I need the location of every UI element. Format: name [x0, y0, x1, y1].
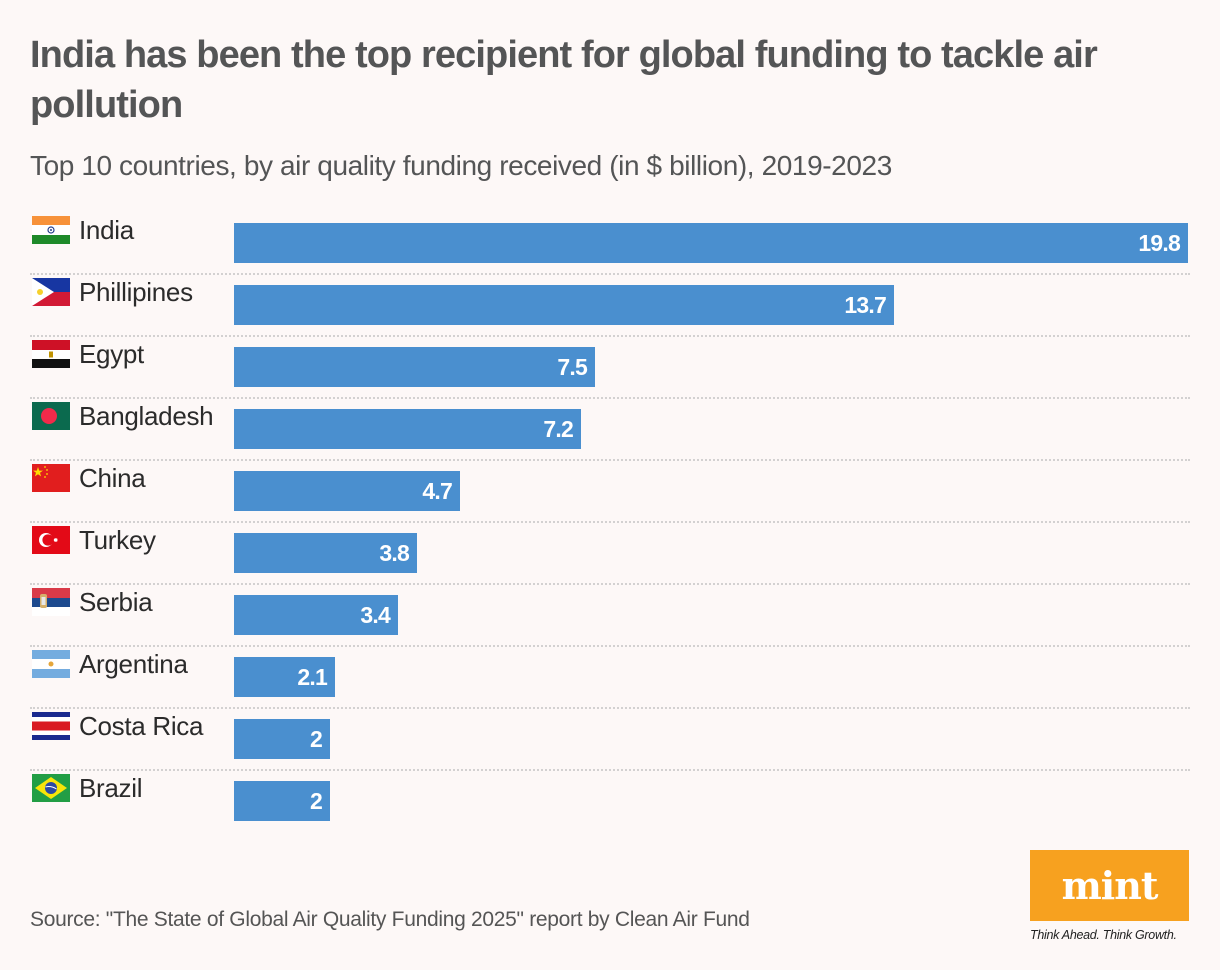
- bar: 3.8: [234, 533, 417, 573]
- chart-row: Phillipines 13.7: [30, 275, 1190, 337]
- chart-row: Egypt 7.5: [30, 337, 1190, 399]
- bar: 4.7: [234, 471, 460, 511]
- category-label: Costa Rica: [79, 711, 204, 741]
- row-separator: [30, 645, 1190, 647]
- data-label: 4.7: [422, 478, 452, 504]
- data-label: 2: [310, 788, 323, 814]
- serbia-flag-icon: [32, 588, 70, 616]
- india-flag-icon: [32, 216, 70, 244]
- bangladesh-flag-icon: [32, 402, 70, 430]
- data-label: 19.8: [1138, 230, 1180, 256]
- chart-row: Serbia 3.4: [30, 585, 1190, 647]
- bar: 7.5: [234, 347, 595, 387]
- data-label: 2: [310, 726, 323, 752]
- chart-row: Costa Rica 2: [30, 709, 1190, 771]
- bar: 19.8: [234, 223, 1188, 263]
- logo-text: mint: [1061, 863, 1159, 908]
- philippines-flag-icon: [32, 278, 70, 306]
- row-separator: [30, 521, 1190, 523]
- category-label: Bangladesh: [79, 401, 214, 431]
- data-label: 3.4: [360, 602, 390, 628]
- chart-row: Brazil 2: [30, 771, 1190, 833]
- category-label: Brazil: [79, 773, 143, 803]
- turkey-flag-icon: [32, 526, 70, 554]
- category-label: Serbia: [79, 587, 153, 617]
- chart-subtitle: Top 10 countries, by air quality funding…: [30, 150, 892, 181]
- category-label: Egypt: [79, 339, 144, 369]
- mint-logo: mint: [1030, 850, 1189, 921]
- bar: 3.4: [234, 595, 398, 635]
- chart-title: India has been the top recipient for glo…: [30, 34, 1098, 126]
- chart-row: India 19.8: [30, 213, 1190, 275]
- bar: 2: [234, 781, 330, 821]
- china-flag-icon: [32, 464, 70, 492]
- brazil-flag-icon: [32, 774, 70, 802]
- chart-row: Turkey 3.8: [30, 523, 1190, 585]
- category-label: Turkey: [79, 525, 156, 555]
- chart-row: China 4.7: [30, 461, 1190, 523]
- argentina-flag-icon: [32, 650, 70, 678]
- chart-row: Argentina 2.1: [30, 647, 1190, 709]
- row-separator: [30, 273, 1190, 275]
- row-separator: [30, 583, 1190, 585]
- bar: 7.2: [234, 409, 581, 449]
- data-label: 13.7: [844, 292, 886, 318]
- data-label: 3.8: [379, 540, 409, 566]
- category-label: Phillipines: [79, 277, 193, 307]
- data-label: 7.2: [543, 416, 573, 442]
- row-separator: [30, 397, 1190, 399]
- egypt-flag-icon: [32, 340, 70, 368]
- data-label: 2.1: [297, 664, 327, 690]
- source-note: Source: "The State of Global Air Quality…: [30, 908, 750, 931]
- category-label: India: [79, 215, 134, 245]
- category-label: Argentina: [79, 649, 188, 679]
- bar: 2: [234, 719, 330, 759]
- category-label: China: [79, 463, 146, 493]
- row-separator: [30, 335, 1190, 337]
- row-separator: [30, 769, 1190, 771]
- row-separator: [30, 459, 1190, 461]
- data-label: 7.5: [557, 354, 587, 380]
- chart-row: Bangladesh 7.2: [30, 399, 1190, 461]
- logo-tagline: Think Ahead. Think Growth.: [1030, 928, 1177, 942]
- costa-rica-flag-icon: [32, 712, 70, 740]
- bar: 13.7: [234, 285, 894, 325]
- bar: 2.1: [234, 657, 335, 697]
- row-separator: [30, 707, 1190, 709]
